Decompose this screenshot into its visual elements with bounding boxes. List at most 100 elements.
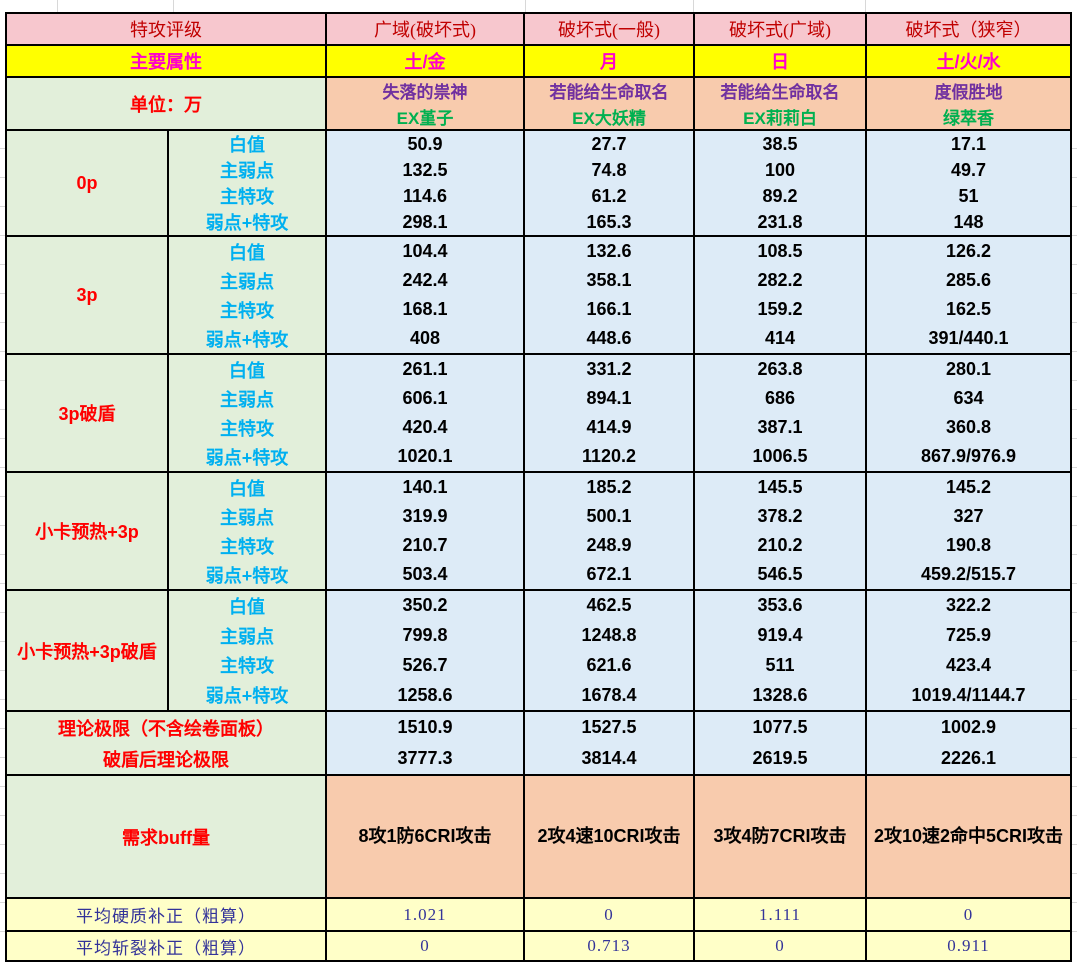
stat-labels-cell: 白值 主弱点 主特攻 弱点+特攻 <box>167 235 327 355</box>
values-cell: 104.4 242.4 168.1 408 <box>325 235 525 355</box>
stat-value: 242.4 <box>402 270 448 290</box>
limits-values-cell: 1077.5 2619.5 <box>693 710 867 776</box>
stat-value: 350.2 <box>402 595 448 616</box>
limits-values-cell: 1510.9 3777.3 <box>325 710 525 776</box>
column-header-cell: 破坏式(一般) <box>523 12 695 46</box>
stat-value: 132.6 <box>586 241 632 261</box>
stat-value: 511 <box>765 654 795 675</box>
limit-value: 1077.5 <box>752 717 808 737</box>
values-cell: 263.8 686 387.1 1006.5 <box>693 353 867 473</box>
stat-value: 285.6 <box>945 270 992 290</box>
buff-row: 需求buff量 8攻1防6CRI攻击 2攻4速10CRI攻击 3攻4防7CRI攻… <box>5 774 1072 899</box>
buff-value-cell: 3攻4防7CRI攻击 <box>693 774 867 899</box>
stat-label: 白值 <box>229 360 265 381</box>
stat-value: 503.4 <box>402 564 448 584</box>
stat-value: 408 <box>409 328 441 348</box>
stat-label: 白值 <box>229 135 265 155</box>
values-cell: 353.6 919.4 511 1328.6 <box>693 589 867 712</box>
stat-value: 462.5 <box>586 595 632 616</box>
buff-value-cell: 2攻10速2命中5CRI攻击 <box>865 774 1072 899</box>
stat-value: 358.1 <box>586 270 632 290</box>
group-label-cell: 3p破盾 <box>5 353 169 473</box>
column-header-cell: 破坏式(广域) <box>693 12 867 46</box>
character-title: 若能给生命取名 <box>549 83 669 103</box>
stat-value: 1328.6 <box>752 684 808 705</box>
stat-label: 主特攻 <box>220 418 274 439</box>
buff-value-cell: 2攻4速10CRI攻击 <box>523 774 695 899</box>
character-name: 绿萃香 <box>943 108 994 128</box>
stat-label: 主弱点 <box>220 626 274 647</box>
stat-value: 145.5 <box>757 477 803 497</box>
stat-value: 162.5 <box>945 299 992 319</box>
stat-value: 38.5 <box>762 133 798 154</box>
stat-label: 弱点+特攻 <box>205 447 289 468</box>
group-label-cell: 小卡预热+3p <box>5 471 169 591</box>
values-cell: 17.1 49.7 51 148 <box>865 129 1072 237</box>
character-title: 失落的祟神 <box>382 83 468 103</box>
stat-value: 166.1 <box>586 299 632 319</box>
stat-value: 672.1 <box>586 564 632 584</box>
stat-value: 414.9 <box>586 417 632 437</box>
stat-label: 主弱点 <box>220 161 274 181</box>
values-cell: 331.2 894.1 414.9 1120.2 <box>523 353 695 473</box>
stat-value: 190.8 <box>945 535 992 555</box>
stat-value: 231.8 <box>757 211 803 232</box>
stat-value: 248.9 <box>586 535 632 555</box>
stat-value: 799.8 <box>402 625 448 646</box>
limits-row: 理论极限（不含绘卷面板） 破盾后理论极限 1510.9 3777.3 1527.… <box>5 710 1072 776</box>
character-cell: 度假胜地 绿萃香 <box>865 76 1072 131</box>
stat-value: 165.3 <box>586 211 632 232</box>
limit-value: 1002.9 <box>940 717 997 737</box>
character-name: EX莉莉白 <box>743 108 817 128</box>
values-cell: 50.9 132.5 114.6 298.1 <box>325 129 525 237</box>
stat-value: 27.7 <box>591 133 627 154</box>
stat-value: 414 <box>764 328 796 348</box>
stat-value: 1258.6 <box>397 684 453 705</box>
stat-value: 49.7 <box>950 159 987 180</box>
gridline-segment <box>0 120 5 940</box>
limit-value: 2226.1 <box>940 748 997 768</box>
stat-label: 主弱点 <box>220 507 274 528</box>
values-cell: 280.1 634 360.8 867.9/976.9 <box>865 353 1072 473</box>
values-cell: 145.5 378.2 210.2 546.5 <box>693 471 867 591</box>
stat-label: 主特攻 <box>220 536 274 557</box>
character-row: 单位：万 失落的祟神 EX堇子 若能给生命取名 EX大妖精 若能给生命取名 EX… <box>5 76 1072 131</box>
correction-value-cell: 0 <box>523 897 695 932</box>
stat-value: 1020.1 <box>397 446 453 466</box>
stat-value: 159.2 <box>757 299 803 319</box>
correction-value-cell: 0 <box>865 897 1072 932</box>
limit-value: 3777.3 <box>397 748 453 768</box>
stat-value: 378.2 <box>757 506 803 526</box>
stat-value: 263.8 <box>757 359 803 379</box>
stat-label: 弱点+特攻 <box>205 565 289 586</box>
header-row: 特攻评级 广域(破坏式) 破坏式(一般) 破坏式(广域) 破坏式（狭窄） <box>5 12 1072 46</box>
stat-value: 686 <box>764 388 796 408</box>
group-label-cell: 小卡预热+3p破盾 <box>5 589 169 712</box>
stat-value: 331.2 <box>586 359 632 379</box>
stat-value: 140.1 <box>402 477 448 497</box>
group-row-preheat-3p-break: 小卡预热+3p破盾 白值 主弱点 主特攻 弱点+特攻 350.2 799.8 5… <box>5 589 1072 712</box>
gridline-segment <box>1071 120 1077 940</box>
stat-value: 634 <box>953 388 984 408</box>
stat-value: 261.1 <box>402 359 448 379</box>
stat-value: 108.5 <box>757 241 803 261</box>
stat-label: 主特攻 <box>220 656 274 677</box>
limit-value: 2619.5 <box>752 748 808 768</box>
group-row-3p-break: 3p破盾 白值 主弱点 主特攻 弱点+特攻 261.1 606.1 420.4 … <box>5 353 1072 473</box>
stat-value: 114.6 <box>402 185 448 206</box>
stat-value: 282.2 <box>757 270 803 290</box>
stat-value: 1120.2 <box>581 446 637 466</box>
stat-value: 280.1 <box>945 359 992 379</box>
values-cell: 27.7 74.8 61.2 165.3 <box>523 129 695 237</box>
stat-value: 327 <box>953 506 984 526</box>
values-cell: 140.1 319.9 210.7 503.4 <box>325 471 525 591</box>
stat-value: 423.4 <box>945 654 992 675</box>
stat-value: 1248.8 <box>581 625 637 646</box>
stat-value: 185.2 <box>586 477 632 497</box>
group-row-0p: 0p 白值 主弱点 主特攻 弱点+特攻 50.9 132.5 114.6 298… <box>5 129 1072 237</box>
stat-value: 322.2 <box>945 595 992 616</box>
stat-value: 17.1 <box>950 133 987 154</box>
correction-value-cell: 0 <box>325 930 525 962</box>
character-name: EX大妖精 <box>572 108 646 128</box>
values-cell: 261.1 606.1 420.4 1020.1 <box>325 353 525 473</box>
